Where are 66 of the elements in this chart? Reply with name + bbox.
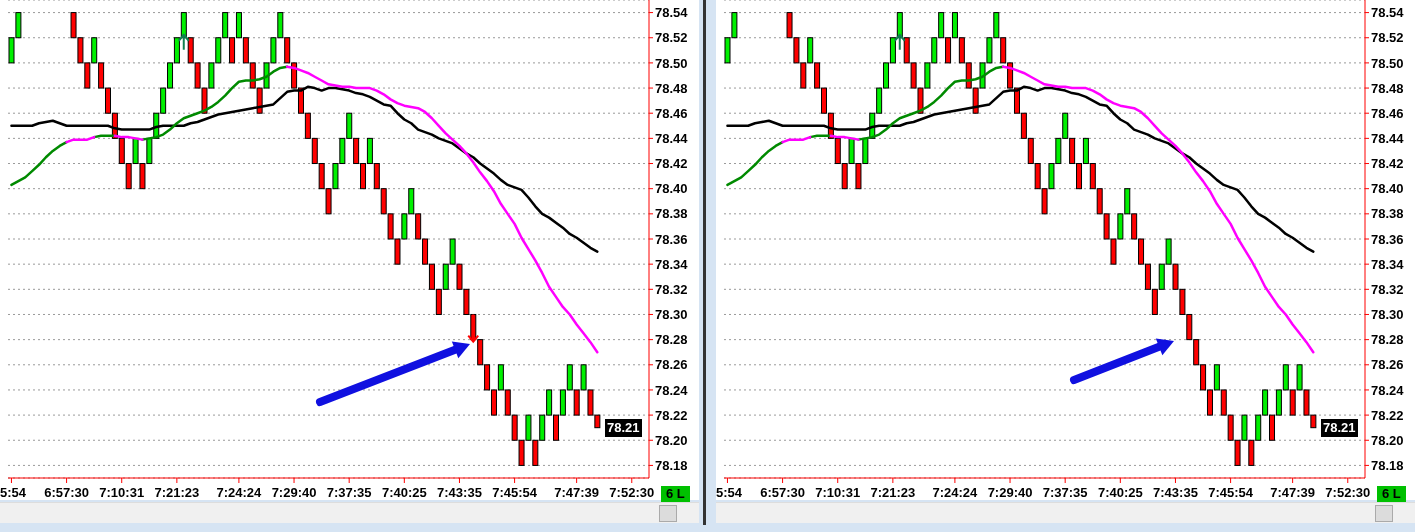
y-tick-label: 78.32 bbox=[1371, 281, 1404, 297]
y-tick-label: 78.20 bbox=[655, 432, 688, 448]
y-tick-label: 78.20 bbox=[1371, 432, 1404, 448]
x-tick-label: 7:43:35 bbox=[437, 485, 482, 500]
y-tick-label: 78.42 bbox=[1371, 156, 1404, 172]
y-tick-label: 78.28 bbox=[655, 332, 688, 348]
x-tick-label: 5:54 bbox=[716, 485, 743, 500]
x-tick-label: 7:47:39 bbox=[554, 485, 600, 500]
y-tick-label: 78.26 bbox=[1371, 357, 1404, 373]
y-tick-label: 78.22 bbox=[1371, 407, 1404, 423]
x-tick-label: 7:37:35 bbox=[326, 485, 372, 500]
y-tick-label: 78.36 bbox=[655, 231, 688, 247]
x-tick-label: 7:37:35 bbox=[1042, 485, 1088, 500]
y-tick-label: 78.28 bbox=[1371, 332, 1404, 348]
y-tick-label: 78.52 bbox=[1371, 30, 1404, 46]
x-tick-label: 5:54 bbox=[0, 485, 27, 500]
annotation: 78.21 bbox=[1321, 418, 1358, 437]
y-tick-label: 78.18 bbox=[655, 458, 688, 474]
y-tick-label: 78.44 bbox=[1371, 130, 1405, 146]
x-tick-label: 7:10:31 bbox=[99, 485, 145, 500]
y-tick-label: 78.52 bbox=[655, 30, 688, 46]
y-tick-label: 78.40 bbox=[655, 181, 688, 197]
y-tick-label: 78.44 bbox=[655, 130, 689, 146]
y-tick-label: 78.18 bbox=[1371, 458, 1404, 474]
y-tick-label: 78.46 bbox=[1371, 105, 1404, 121]
x-tick-label: 6:57:30 bbox=[760, 485, 805, 500]
x-tick-label: 7:43:35 bbox=[1153, 485, 1198, 500]
x-tick-label: 7:24:24 bbox=[932, 485, 979, 500]
x-tick-label: 7:52:30 bbox=[1325, 485, 1371, 500]
y-tick-label: 78.30 bbox=[1371, 307, 1404, 323]
x-tick-label: 7:45:54 bbox=[492, 485, 538, 500]
text: 6 L bbox=[1377, 486, 1406, 502]
y-tick-label: 78.54 bbox=[1371, 5, 1405, 21]
text: 6 L bbox=[661, 486, 690, 502]
x-tick-label: 7:21:23 bbox=[870, 485, 916, 500]
x-tick-label: 7:29:40 bbox=[987, 485, 1033, 500]
y-tick-label: 78.34 bbox=[655, 256, 689, 272]
x-tick-label: 7:40:25 bbox=[1097, 485, 1143, 500]
y-tick-label: 78.38 bbox=[655, 206, 688, 222]
y-tick-label: 78.50 bbox=[1371, 55, 1404, 71]
x-tick-label: 7:24:24 bbox=[216, 485, 263, 500]
y-tick-label: 78.54 bbox=[655, 5, 689, 21]
x-tick-label: 7:45:54 bbox=[1208, 485, 1254, 500]
x-tick-label: 7:10:31 bbox=[815, 485, 861, 500]
annotation: 78.21 bbox=[605, 418, 642, 437]
x-tick-label: 7:21:23 bbox=[154, 485, 200, 500]
y-tick-label: 78.24 bbox=[655, 382, 689, 398]
y-tick-label: 78.42 bbox=[655, 156, 688, 172]
x-tick-label: 7:40:25 bbox=[381, 485, 427, 500]
x-tick-label: 7:29:40 bbox=[271, 485, 317, 500]
x-tick-label: 7:47:39 bbox=[1270, 485, 1316, 500]
y-tick-label: 78.30 bbox=[655, 307, 688, 323]
y-tick-label: 78.34 bbox=[1371, 256, 1405, 272]
y-tick-label: 78.32 bbox=[655, 281, 688, 297]
y-tick-label: 78.40 bbox=[1371, 181, 1404, 197]
y-tick-label: 78.46 bbox=[655, 105, 688, 121]
y-tick-label: 78.38 bbox=[1371, 206, 1404, 222]
y-tick-label: 78.26 bbox=[655, 357, 688, 373]
y-tick-label: 78.50 bbox=[655, 55, 688, 71]
y-tick-label: 78.36 bbox=[1371, 231, 1404, 247]
y-tick-label: 78.22 bbox=[655, 407, 688, 423]
y-tick-label: 78.48 bbox=[1371, 80, 1404, 96]
x-tick-label: 6:57:30 bbox=[44, 485, 89, 500]
x-tick-label: 7:52:30 bbox=[609, 485, 655, 500]
y-tick-label: 78.48 bbox=[655, 80, 688, 96]
y-tick-label: 78.24 bbox=[1371, 382, 1405, 398]
